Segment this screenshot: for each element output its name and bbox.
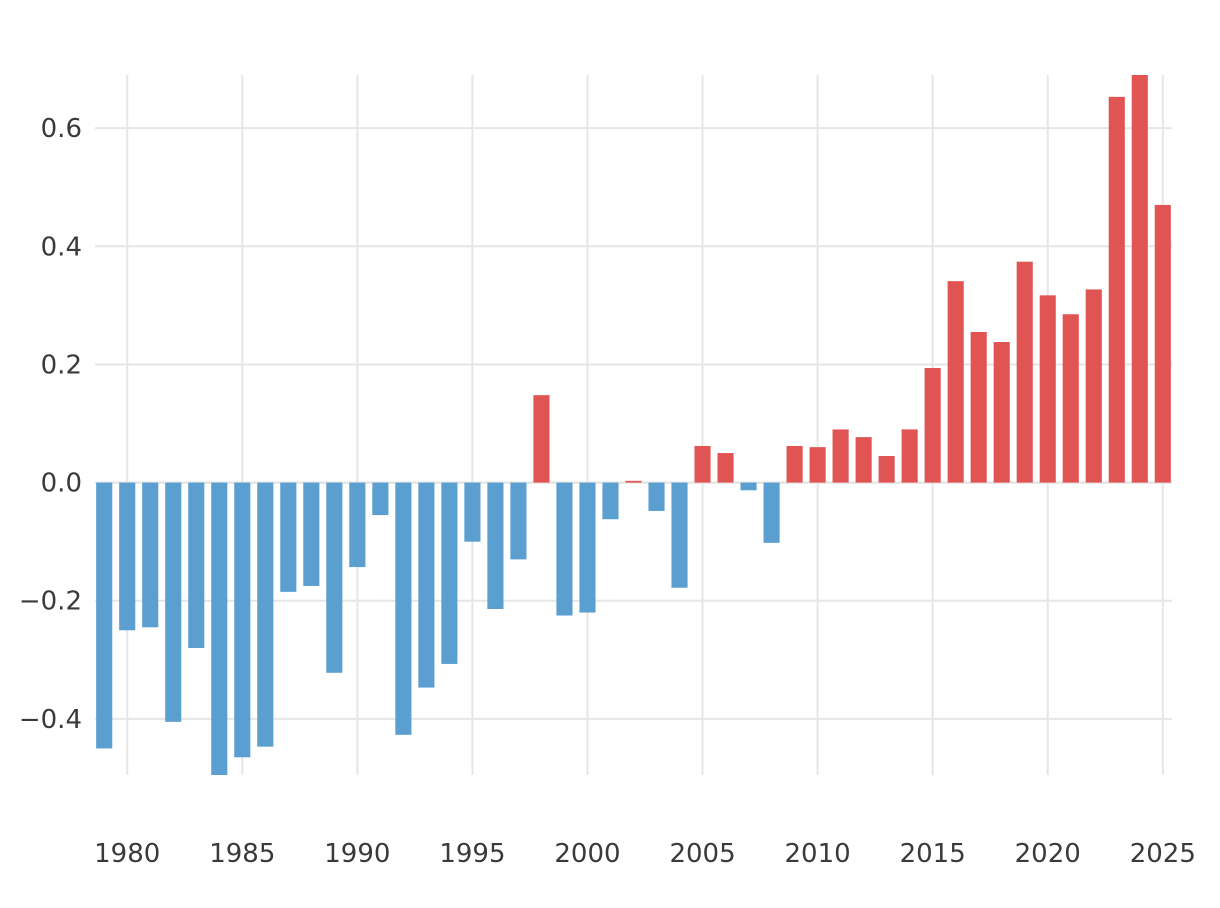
bar-1992 [395, 482, 412, 735]
x-tick-label-2010: 2010 [785, 839, 851, 869]
bar-1988 [303, 482, 320, 586]
bar-2011 [832, 429, 849, 483]
x-tick-label-1990: 1990 [324, 839, 390, 869]
bar-2003 [648, 482, 665, 511]
bar-2004 [671, 482, 688, 588]
bar-1990 [349, 482, 366, 568]
bar-2021 [1062, 314, 1079, 483]
bars [96, 75, 1171, 775]
bar-2009 [786, 445, 803, 483]
bar-2024 [1131, 75, 1148, 483]
bar-1987 [280, 482, 297, 592]
x-tick-label-2015: 2015 [900, 839, 966, 869]
bar-2023 [1108, 96, 1125, 483]
x-tick-label-1980: 1980 [94, 839, 160, 869]
bar-1996 [487, 482, 504, 610]
y-tick-label-1: −0.2 [19, 587, 82, 617]
y-axis-tick-labels: −0.4 −0.2 0.0 0.2 0.4 0.6 [19, 114, 82, 735]
bar-1999 [556, 482, 573, 616]
bar-2006 [717, 453, 734, 483]
bar-2010 [809, 447, 826, 483]
y-tick-label-0: −0.4 [19, 705, 82, 735]
bar-2001 [602, 482, 619, 520]
bar-1993 [418, 482, 435, 688]
bar-1994 [441, 482, 458, 664]
x-tick-label-2005: 2005 [669, 839, 735, 869]
bar-1979 [96, 482, 113, 749]
bar-2016 [947, 281, 964, 483]
bar-1991 [372, 482, 389, 516]
bar-1983 [188, 482, 205, 648]
bar-1986 [257, 482, 274, 747]
bar-1998 [533, 395, 550, 483]
bar-2007 [740, 482, 757, 491]
bar-1982 [165, 482, 182, 722]
x-tick-label-1985: 1985 [209, 839, 275, 869]
bar-2014 [901, 429, 918, 483]
bar-2008 [763, 482, 780, 543]
bar-1984 [211, 482, 228, 775]
bar-2005 [694, 445, 711, 483]
bar-2002 [625, 480, 642, 483]
bar-1989 [326, 482, 343, 673]
bar-1980 [119, 482, 136, 631]
bar-1995 [464, 482, 481, 542]
x-tick-label-2000: 2000 [554, 839, 620, 869]
bar-2025 [1154, 204, 1171, 483]
x-axis-tick-labels: 1980 1985 1990 1995 2000 2005 2010 2015 2020 2025 [94, 839, 1196, 869]
bar-1997 [510, 482, 527, 560]
y-tick-label-3: 0.2 [41, 350, 82, 380]
bar-2017 [970, 331, 987, 483]
y-tick-label-2: 0.0 [41, 469, 82, 499]
bar-2022 [1085, 289, 1102, 483]
bar-2015 [924, 367, 941, 483]
y-tick-label-5: 0.6 [41, 114, 82, 144]
bar-2012 [855, 437, 872, 483]
y-grid [95, 127, 1172, 720]
bar-1981 [142, 482, 159, 628]
x-tick-label-2020: 2020 [1015, 839, 1081, 869]
bar-1985 [234, 482, 251, 758]
x-tick-label-1995: 1995 [439, 839, 505, 869]
x-tick-label-2025: 2025 [1130, 839, 1196, 869]
y-tick-label-4: 0.4 [41, 232, 82, 262]
bar-2013 [878, 456, 895, 483]
bar-2000 [579, 482, 596, 613]
bar-2018 [993, 342, 1010, 483]
bar-2019 [1016, 261, 1033, 483]
bar-2020 [1039, 295, 1056, 483]
